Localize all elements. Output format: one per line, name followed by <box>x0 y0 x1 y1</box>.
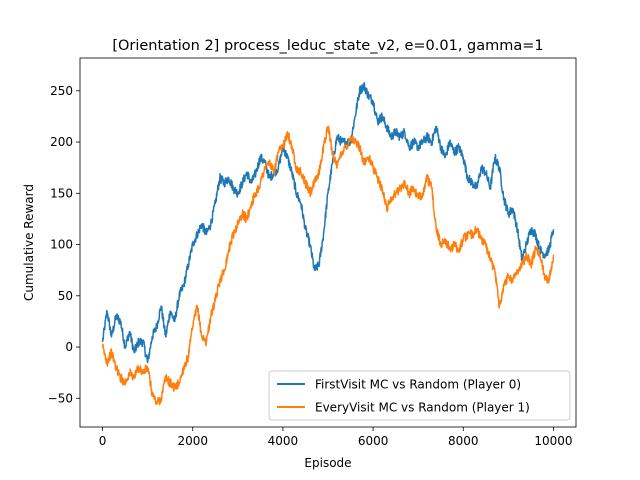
y-tick-label: 0 <box>65 340 73 354</box>
x-tick-label: 10000 <box>534 434 572 448</box>
y-tick-label: 250 <box>50 84 73 98</box>
series-layer <box>101 82 555 406</box>
plot-frame <box>79 57 577 428</box>
legend-label-firstvisit: FirstVisit MC vs Random (Player 0) <box>315 378 521 392</box>
y-axis-ticks: −50 0 50 100 150 200 250 <box>48 84 80 405</box>
chart-title: [Orientation 2] process_leduc_state_v2, … <box>112 38 543 54</box>
y-axis-label: Cumulative Reward <box>22 184 36 301</box>
series-line-everyvisit <box>101 125 555 406</box>
x-tick-label: 6000 <box>358 434 389 448</box>
plot-area: 0 2000 4000 6000 8000 10000 −50 0 50 100 150 200 25… <box>48 57 577 448</box>
x-tick-label: 0 <box>99 434 107 448</box>
y-tick-label: −50 <box>48 391 73 405</box>
y-tick-label: 150 <box>50 186 73 200</box>
x-tick-label: 8000 <box>448 434 479 448</box>
x-tick-label: 4000 <box>268 434 299 448</box>
y-tick-label: 100 <box>50 238 73 252</box>
y-tick-label: 200 <box>50 135 73 149</box>
legend-label-everyvisit: EveryVisit MC vs Random (Player 1) <box>315 401 530 415</box>
legend: FirstVisit MC vs Random (Player 0) Every… <box>268 370 571 421</box>
legend-box <box>268 370 571 421</box>
x-axis-label: Episode <box>304 456 351 470</box>
x-axis-ticks: 0 2000 4000 6000 8000 10000 <box>99 427 573 448</box>
series-line-firstvisit <box>101 82 555 364</box>
x-tick-label: 2000 <box>177 434 208 448</box>
y-tick-label: 50 <box>58 289 73 303</box>
